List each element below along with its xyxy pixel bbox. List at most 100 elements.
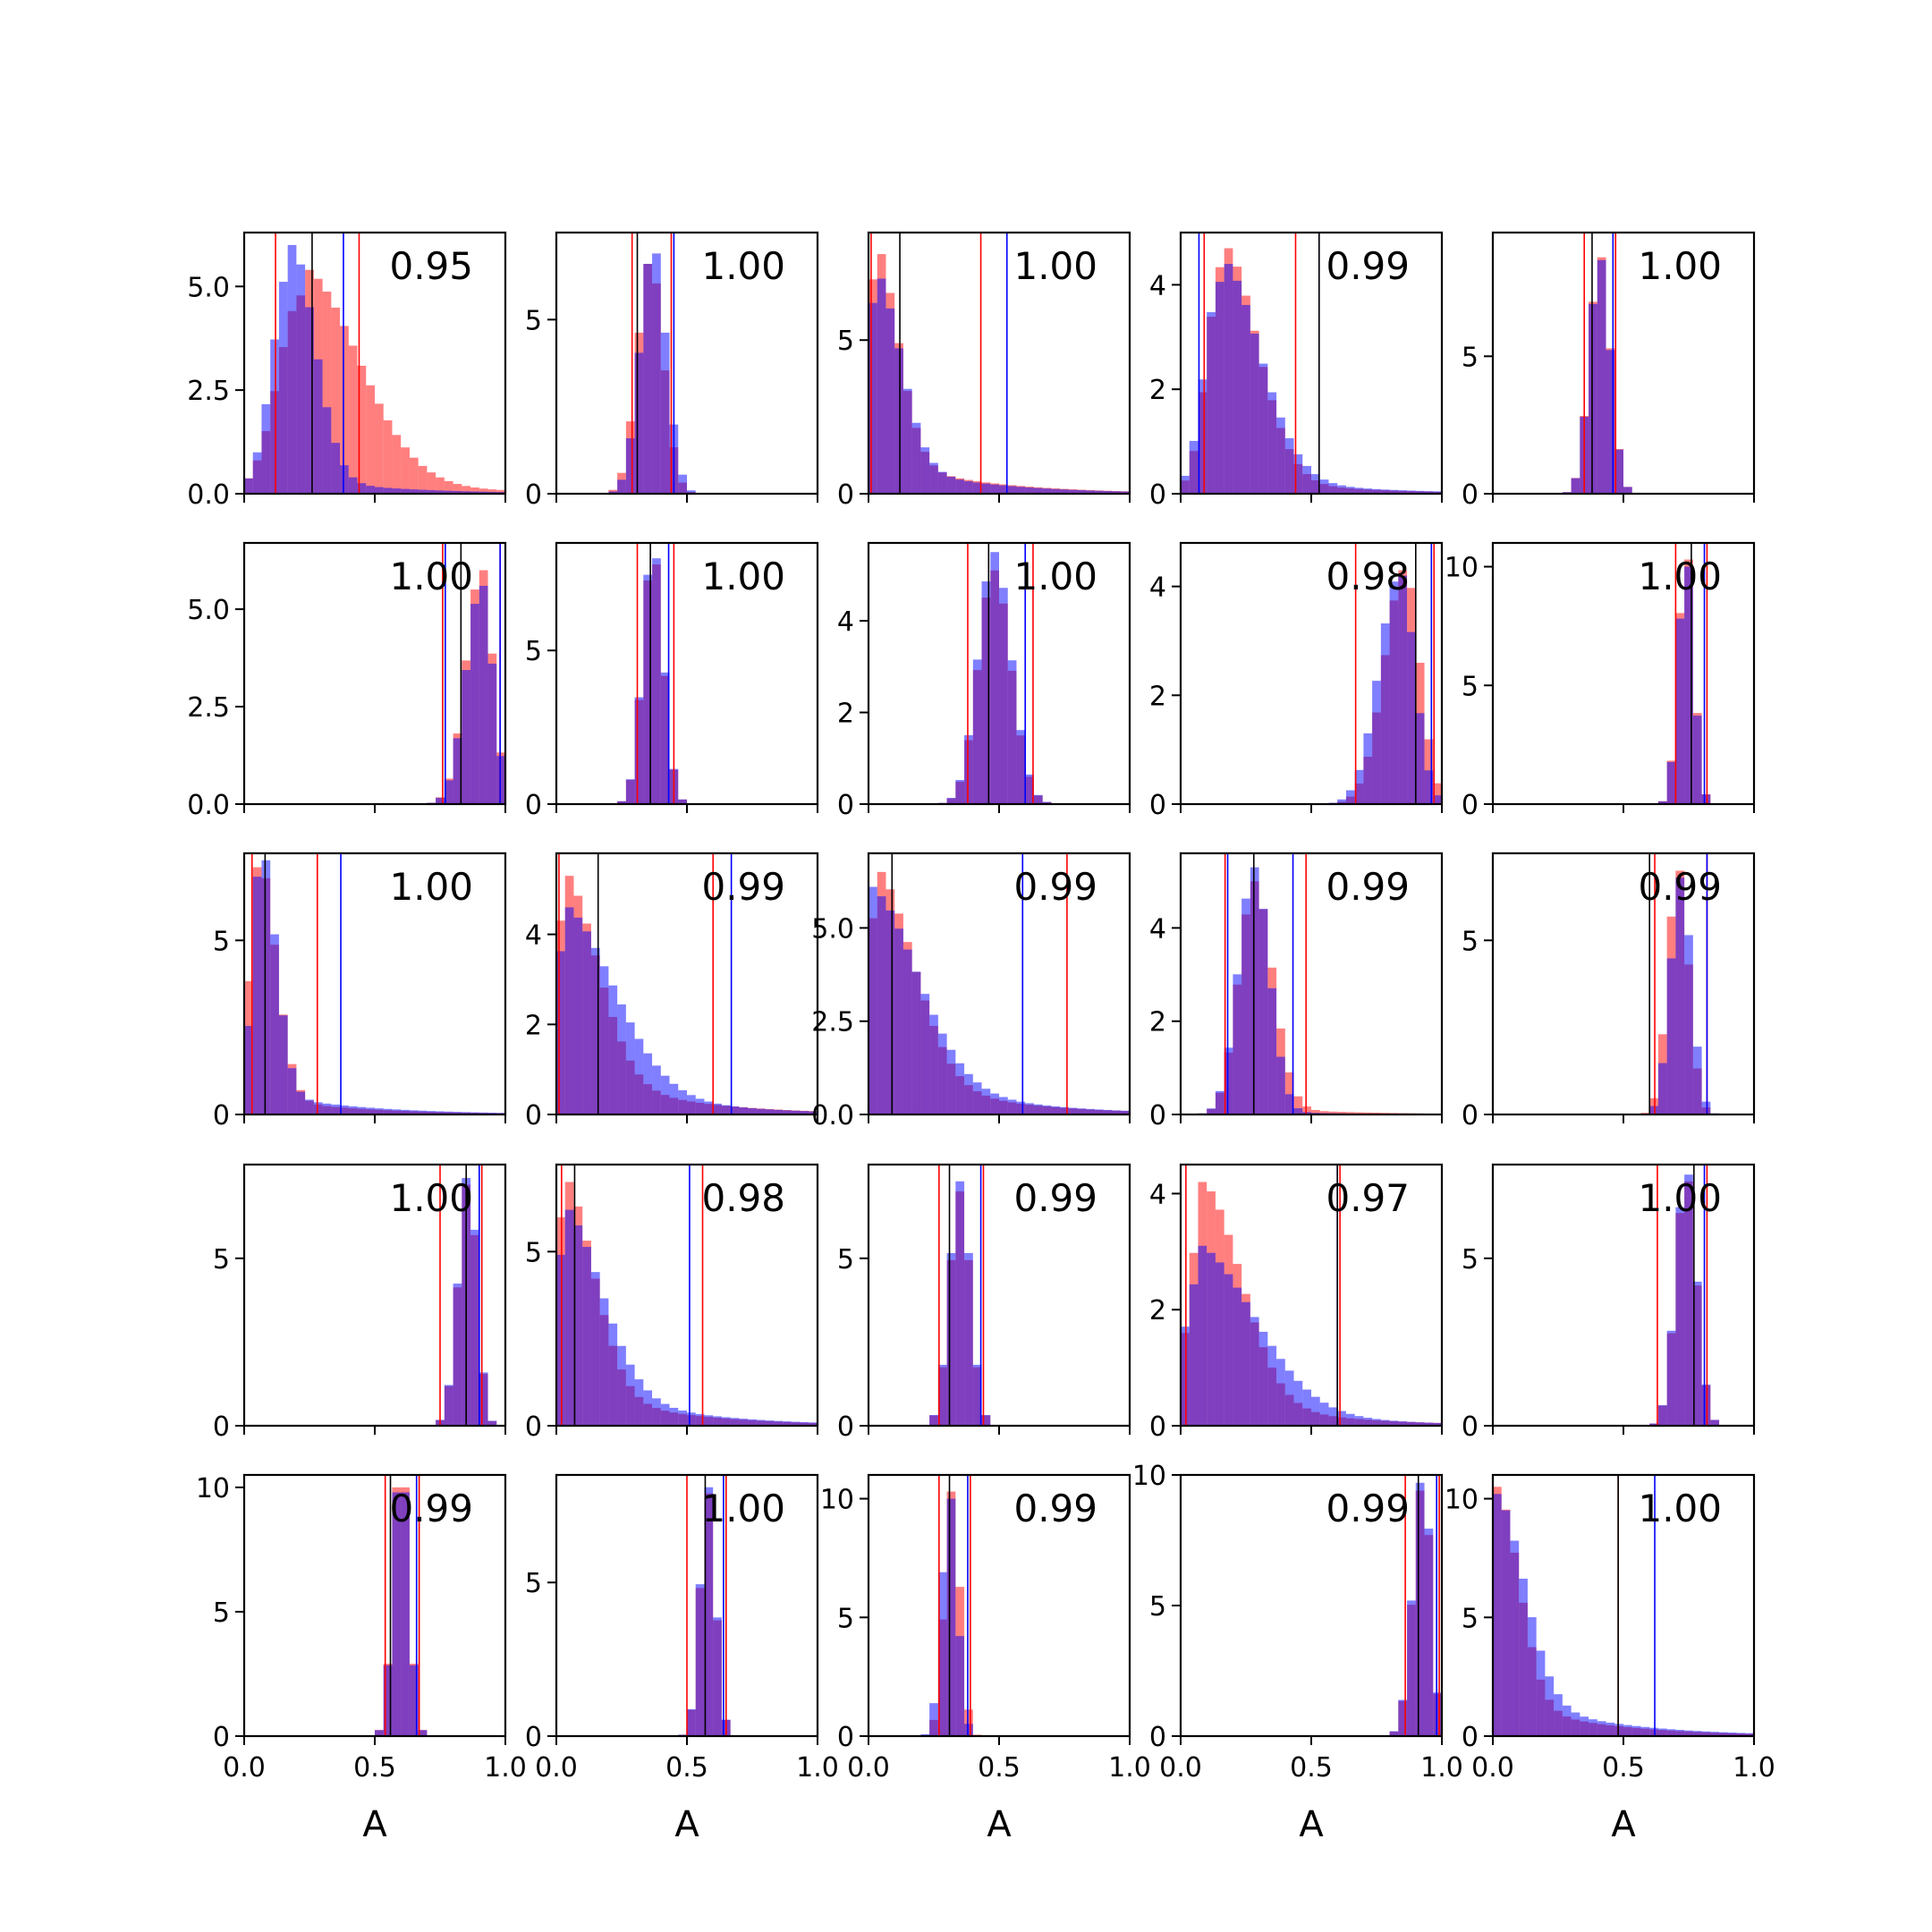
blue-hist-bar [660, 1075, 670, 1114]
panel-4-2: 050.98 [525, 1163, 819, 1443]
y-tick-label: 5 [525, 1568, 542, 1599]
y-tick-label: 2 [837, 699, 854, 730]
blue-hist-bar [704, 1101, 714, 1114]
blue-hist-bar [1250, 334, 1259, 494]
blue-hist-bar [1007, 1099, 1017, 1114]
blue-hist-bar [1224, 1047, 1233, 1114]
y-tick-label: 4 [1149, 1179, 1166, 1210]
blue-hist-bar [981, 483, 991, 494]
y-tick-label: 0 [213, 1722, 230, 1753]
blue-hist-bar [972, 482, 982, 494]
blue-hist-bar [955, 1181, 965, 1426]
red-hist-bar [1311, 1109, 1320, 1114]
x-tick-label: 0.0 [1159, 1752, 1202, 1784]
blue-hist-bar [1571, 478, 1580, 494]
blue-hist-bar [1042, 488, 1052, 494]
blue-hist-bar [331, 443, 341, 494]
y-tick-label: 0 [1462, 479, 1479, 511]
blue-hist-bar [1415, 1482, 1425, 1736]
blue-hist-bar [1354, 769, 1364, 804]
blue-hist-bar [739, 1419, 749, 1426]
blue-hist-bar [1407, 1421, 1416, 1426]
red-hist-bar [366, 385, 375, 494]
blue-hist-bar [1675, 618, 1685, 804]
panel-1-2: 051.00 [525, 231, 819, 511]
y-tick-label: 10 [1132, 1461, 1166, 1492]
blue-hist-bar [774, 1109, 784, 1114]
red-hist-bar [453, 484, 462, 494]
blue-hist-bar [1640, 1726, 1650, 1736]
blue-hist-bar [366, 1107, 375, 1114]
blue-hist-bar [1095, 1109, 1104, 1114]
blue-hist-bar [1311, 474, 1320, 494]
blue-hist-bar [1328, 483, 1338, 494]
red-hist-bar [418, 465, 428, 494]
blue-hist-bar [678, 1411, 687, 1426]
blue-hist-bar [1207, 1252, 1216, 1426]
blue-hist-bar [964, 1724, 973, 1736]
red-hist-bar [383, 419, 393, 494]
blue-hist-bar [1710, 1419, 1720, 1426]
blue-hist-bar [1025, 1103, 1034, 1114]
blue-hist-bar [1580, 1716, 1589, 1736]
blue-hist-bar [929, 1414, 938, 1426]
blue-hist-bar [972, 1082, 982, 1114]
blue-hist-bar [902, 388, 912, 494]
blue-hist-bar [1554, 1694, 1563, 1736]
y-tick-label: 5.0 [187, 595, 230, 626]
correlation-label: 1.00 [389, 865, 473, 909]
blue-hist-bar [1372, 488, 1381, 494]
blue-hist-bar [401, 488, 410, 494]
blue-hist-bar [599, 1298, 609, 1426]
panel-4-3: 050.99 [837, 1163, 1131, 1443]
blue-hist-bar [687, 490, 696, 494]
blue-hist-bar [1319, 479, 1329, 494]
correlation-label: 0.99 [389, 1487, 473, 1530]
blue-hist-bar [1241, 1301, 1250, 1426]
y-tick-label: 0 [1149, 1722, 1166, 1753]
blue-hist-bar [556, 951, 565, 1114]
blue-hist-bar [1215, 1090, 1224, 1114]
blue-hist-bar [886, 910, 895, 1114]
blue-hist-bar [1363, 488, 1373, 494]
blue-hist-bar [1719, 1732, 1728, 1736]
y-tick-label: 5 [837, 326, 854, 357]
blue-hist-bar [937, 1572, 947, 1736]
correlation-label: 0.99 [1013, 865, 1097, 909]
blue-hist-bar [1068, 1107, 1078, 1114]
blue-hist-bar [1692, 1731, 1702, 1736]
blue-hist-bar [643, 574, 653, 804]
blue-hist-bar [1363, 733, 1373, 804]
blue-hist-bar [1380, 489, 1390, 494]
panel-1-4: 0 2 4 0.99 [1149, 231, 1444, 511]
blue-hist-bar [1258, 909, 1268, 1114]
blue-hist-bar [713, 1103, 722, 1114]
x-tick-label: 0.5 [978, 1752, 1021, 1784]
blue-hist-bar [1510, 1540, 1520, 1736]
blue-hist-bar [617, 1345, 626, 1426]
blue-hist-bar [1007, 486, 1017, 494]
blue-hist-bar [990, 552, 999, 804]
y-tick-label: 5 [1462, 671, 1479, 702]
blue-hist-bar [270, 934, 279, 1114]
blue-hist-bar [1675, 1207, 1685, 1426]
blue-hist-bar [920, 447, 930, 494]
x-axis-label: A [362, 1804, 387, 1845]
blue-hist-bar [1207, 1108, 1216, 1114]
panel-3-3: 0.0 2.5 5.0 0.99 [811, 852, 1131, 1131]
blue-hist-bar [1354, 1416, 1364, 1426]
blue-hist-bar [261, 860, 271, 1114]
blue-hist-bar [1684, 566, 1693, 804]
correlation-label: 1.00 [701, 244, 785, 288]
y-tick-label: 2 [525, 1010, 542, 1041]
red-hist-bar [392, 435, 402, 494]
blue-hist-bar [1657, 801, 1667, 804]
blue-hist-bar [929, 1703, 938, 1736]
blue-hist-bar [1398, 575, 1408, 804]
x-tick-label: 1.0 [1108, 1752, 1151, 1784]
blue-hist-bar [1424, 1529, 1434, 1736]
blue-hist-bar [1276, 1056, 1285, 1114]
blue-hist-bar [739, 1107, 749, 1114]
blue-hist-bar [401, 1492, 410, 1736]
blue-hist-bar [1433, 491, 1442, 494]
